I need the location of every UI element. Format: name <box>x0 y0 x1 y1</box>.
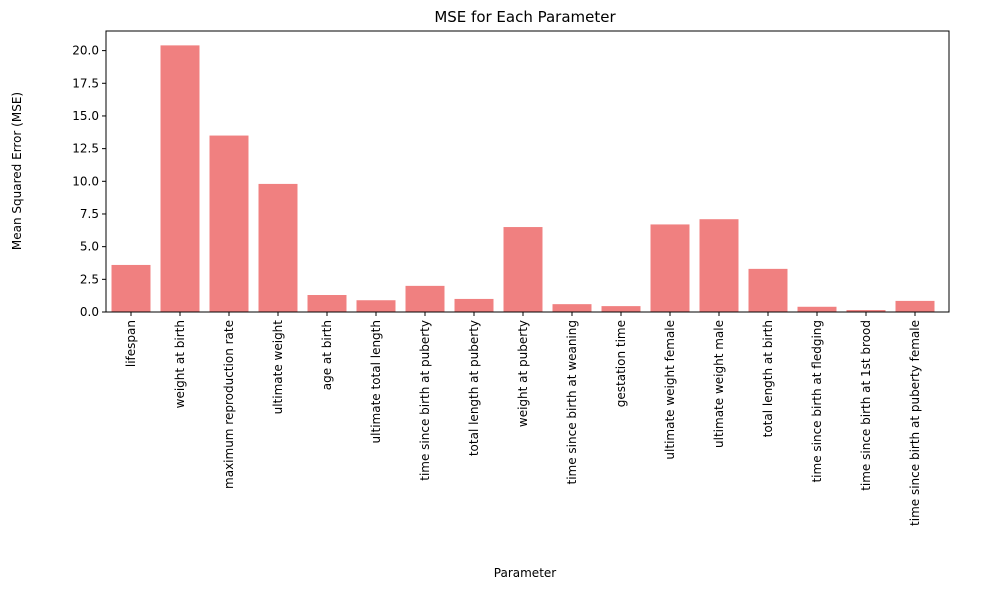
x-tick-label: time since birth at fledging <box>810 320 824 483</box>
y-tick-label: 10.0 <box>72 174 99 188</box>
x-tick-label: ultimate weight female <box>663 320 677 460</box>
bar-time-since-birth-at-puberty <box>405 285 445 312</box>
y-tick-label: 7.5 <box>80 207 99 221</box>
y-axis-label: Mean Squared Error (MSE) <box>10 92 24 250</box>
chart-title: MSE for Each Parameter <box>434 8 616 26</box>
x-tick-label: ultimate total length <box>369 320 383 443</box>
x-tick-label: gestation time <box>614 320 628 407</box>
x-tick-label: lifespan <box>124 320 138 367</box>
bars-layer <box>111 45 935 313</box>
x-tick-label: ultimate weight male <box>712 320 726 448</box>
x-tick-label: total length at birth <box>761 320 775 437</box>
x-tick-label: time since birth at weaning <box>565 320 579 485</box>
bar-time-since-birth-at-1st-brood <box>846 310 886 312</box>
bar-time-since-birth-at-puberty-female <box>895 300 935 312</box>
bar-gestation-time <box>601 306 641 312</box>
bar-age-at-birth <box>307 295 347 312</box>
x-tick-label: total length at puberty <box>467 320 481 456</box>
bar-time-since-birth-at-fledging <box>797 306 837 312</box>
bar-total-length-at-puberty <box>454 298 494 312</box>
bar-ultimate-total-length <box>356 300 396 312</box>
y-axis: 0.0 2.5 5.0 7.5 10.0 12.5 15.0 17.5 20.0 <box>72 44 106 319</box>
x-tick-label: maximum reproduction rate <box>222 320 236 489</box>
x-tick-label: age at birth <box>320 320 334 390</box>
x-tick-label: time since birth at puberty female <box>908 320 922 526</box>
bar-ultimate-weight <box>258 183 298 312</box>
bar-weight-at-puberty <box>503 227 543 312</box>
bar-maximum-reproduction-rate <box>209 135 249 312</box>
x-axis: lifespan weight at birth maximum reproduct… <box>124 312 922 526</box>
y-tick-label: 15.0 <box>72 109 99 123</box>
bar-time-since-birth-at-weaning <box>552 304 592 312</box>
x-tick-label: time since birth at 1st brood <box>859 320 873 491</box>
y-tick-label: 5.0 <box>80 240 99 254</box>
y-tick-label: 17.5 <box>72 76 99 90</box>
y-tick-label: 0.0 <box>80 305 99 319</box>
plot-frame <box>105 30 950 313</box>
bar-weight-at-birth <box>160 45 200 313</box>
y-tick-label: 20.0 <box>72 44 99 58</box>
bar-ultimate-weight-female <box>650 224 690 312</box>
x-tick-label: time since birth at puberty <box>418 320 432 481</box>
y-tick-label: 2.5 <box>80 272 99 286</box>
y-tick-label: 12.5 <box>72 142 99 156</box>
bar-lifespan <box>111 264 151 312</box>
x-tick-label: weight at birth <box>173 320 187 408</box>
bar-total-length-at-birth <box>748 268 788 312</box>
x-tick-label: weight at puberty <box>516 320 530 427</box>
bar-ultimate-weight-male <box>699 219 739 312</box>
x-axis-label: Parameter <box>494 566 556 580</box>
x-tick-label: ultimate weight <box>271 320 285 415</box>
